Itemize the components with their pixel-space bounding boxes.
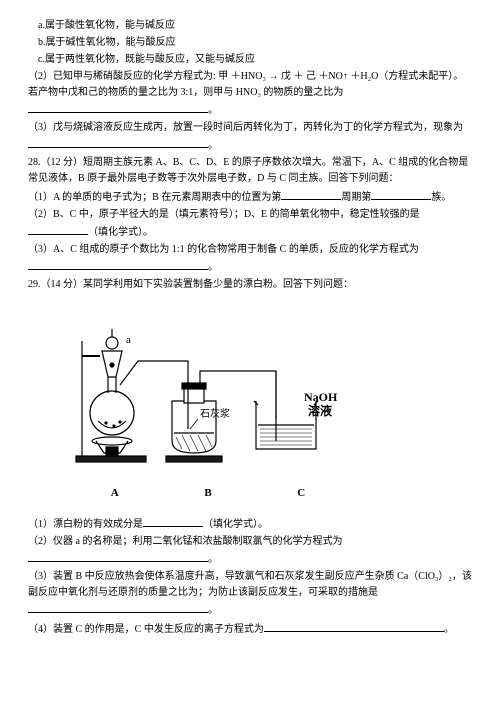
q28-part1: （1）A 的单质的电子式为；B 在元素周期表中的位置为第 周期第 族。: [28, 188, 472, 206]
q29-p3-prefix: （3）装置 B 中反应放热会使体系温度升高，导致氯气和石灰浆发生副反应产生杂质 …: [28, 571, 472, 598]
q29-part1: （1）漂白粉的有效成分是 （填化学式）。: [28, 515, 472, 533]
q27-part3: （3）戊与烧碱溶液反应生成丙，放置一段时间后丙转化为丁，丙转化为丁的化学方程式为…: [28, 120, 472, 154]
option-b: b.属于碱性氧化物，能与酸反应: [28, 35, 472, 51]
blank: [143, 515, 203, 527]
blank: [28, 101, 208, 113]
q29-p2-suffix: 。: [208, 554, 218, 565]
stopcock: [110, 363, 114, 367]
cap-c: C: [297, 485, 305, 503]
blank: [371, 188, 431, 200]
q29-p4-suffix: 。: [444, 624, 454, 635]
apparatus-svg: a 石灰浆: [68, 301, 348, 471]
stand-base-b: [166, 456, 222, 462]
stopper-b: [182, 383, 206, 389]
dot: [113, 425, 115, 427]
q27-part2: （2）已知甲与稀硝酸反应的化学方程式为: 甲 ＋HNO₃ → 戊 ＋ 己 ＋NO…: [28, 69, 472, 119]
diagram-captions: A B C: [68, 485, 348, 503]
apparatus-diagram: a 石灰浆: [68, 301, 348, 477]
tube-ab: [120, 361, 188, 405]
q28-part2: （2）B、C 中，原子半径大的是（填元素符号）；D、E 的简单氧化物中，稳定性较…: [28, 207, 472, 241]
dot: [105, 422, 107, 424]
q28-p2-suffix: （填化学式）。: [88, 227, 153, 238]
label-naoh1: NaOH: [304, 390, 338, 404]
q28-p3-prefix: （3）A、C 组成的原子个数比为 1:1 的化合物常用于制备 C 的单质，反应的…: [28, 244, 419, 255]
q29-heading: 29.（14 分）某同学利用如下实验装置制备少量的漂白粉。回答下列问题：: [28, 277, 472, 293]
hatch-c: [260, 429, 312, 445]
q28-p1-suffix: 族。: [431, 192, 451, 203]
stand-base-a: [76, 456, 146, 462]
option-a: a.属于酸性氧化物，能与碱反应: [28, 18, 472, 34]
q28-p1-prefix: （1）A 的单质的电子式为；B 在元素周期表中的位置为第: [28, 192, 281, 203]
period: 。: [208, 105, 218, 116]
blank: [28, 550, 208, 562]
blank: [264, 620, 444, 632]
q28-p1-mid: 周期第: [341, 192, 371, 203]
q27-p3-text: （3）戊与烧碱溶液反应生成丙，放置一段时间后丙转化为丁，丙转化为丁的化学方程式为…: [28, 122, 463, 133]
q28-p3-suffix: 。: [208, 262, 218, 273]
q29-p1-prefix: （1）漂白粉的有效成分是: [28, 519, 143, 530]
blank: [28, 601, 208, 613]
label-limestone: 石灰浆: [200, 407, 230, 420]
label-a: a: [126, 334, 131, 346]
blank: [28, 136, 208, 148]
q29-p2-prefix: （2）仪器 a 的名称是；利用二氧化锰和浓盐酸制取氯气的化学方程式为: [28, 536, 342, 547]
cap-a: A: [111, 485, 119, 503]
q28-part3: （3）A、C 组成的原子个数比为 1:1 的化合物常用于制备 C 的单质，反应的…: [28, 242, 472, 276]
blank: [28, 258, 208, 270]
burner-a: [106, 447, 118, 455]
label-naoh2: 溶液: [308, 403, 332, 418]
cap-b: B: [204, 485, 211, 503]
dot: [119, 421, 121, 423]
q29-p3-suffix: 。: [208, 605, 218, 616]
q29-p4-prefix: （4）装置 C 的作用是，C 中发生反应的离子方程式为: [28, 624, 264, 635]
blank: [28, 223, 88, 235]
q29-p1-suffix: （填化学式）。: [203, 519, 268, 530]
funnel-bulb: [106, 337, 118, 349]
q28-heading: 28.（12 分）短周期主族元素 A、B、C、D、E 的原子序数依次增大。常温下…: [28, 155, 472, 187]
blank: [281, 188, 341, 200]
q27-p2-text: （2）已知甲与稀硝酸反应的化学方程式为: 甲 ＋HNO₃ → 戊 ＋ 己 ＋NO…: [28, 71, 463, 98]
q29-part3: （3）装置 B 中反应放热会使体系温度升高，导致氯气和石灰浆发生副反应产生杂质 …: [28, 569, 472, 619]
q29-part2: （2）仪器 a 的名称是；利用二氧化锰和浓盐酸制取氯气的化学方程式为。: [28, 534, 472, 568]
option-c: c.属于两性氧化物，既能与酸反应，又能与碱反应: [28, 52, 472, 68]
q29-part4: （4）装置 C 的作用是，C 中发生反应的离子方程式为 。: [28, 620, 472, 638]
period: 。: [208, 140, 218, 151]
q28-p2-prefix: （2）B、C 中，原子半径大的是（填元素符号）；D、E 的简单氧化物中，稳定性较…: [28, 209, 420, 220]
